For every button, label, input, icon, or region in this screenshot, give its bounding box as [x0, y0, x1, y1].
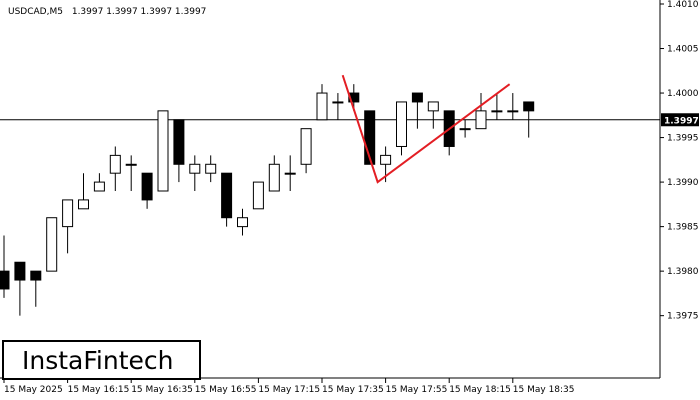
candle: [0, 235, 10, 298]
bull-candle-body: [189, 163, 201, 174]
bull-candle-body: [491, 110, 503, 113]
bull-candle-body: [268, 163, 280, 192]
candle: [14, 261, 26, 316]
price-tick-label: 1.3995: [667, 134, 699, 144]
bull-candle-body: [427, 101, 439, 112]
logo-box: [2, 340, 201, 380]
current-price-tag: 1.3997: [661, 113, 699, 127]
bull-candle-body: [157, 110, 169, 192]
candle: [125, 155, 137, 191]
price-tick-label: 1.3985: [667, 223, 699, 233]
time-tick-label: 15 May 16:55: [195, 385, 257, 395]
bull-candle-body: [78, 199, 89, 210]
bull-candle-body: [125, 163, 137, 166]
time-tick-label: 15 May 16:15: [68, 385, 130, 395]
candle: [157, 110, 169, 192]
candle: [62, 199, 74, 254]
time-tick-label: 15 May 17:15: [258, 385, 320, 395]
bear-candle-body: [523, 101, 535, 112]
candle: [93, 173, 105, 192]
plot-area: [0, 74, 660, 316]
candle: [523, 101, 535, 138]
bull-candle-body: [300, 128, 312, 165]
bull-candle-body: [237, 217, 248, 228]
bear-candle-body: [411, 92, 423, 103]
candle: [507, 93, 519, 120]
bull-candle-body: [380, 154, 392, 165]
candle: [30, 270, 42, 307]
candle: [205, 155, 217, 183]
bull-candle-body: [507, 110, 519, 113]
double-top-pattern-line: [341, 74, 511, 184]
price-axis: 1.4010 1.4005 1.4000 1.3995 1.3990 1.3985 1.39…: [660, 0, 699, 322]
time-tick-label: 15 May 16:35: [131, 385, 193, 395]
bull-candle-body: [62, 199, 74, 228]
ohlc-values: 1.3997 1.3997 1.3997 1.3997: [72, 7, 207, 17]
symbol-timeframe: USDCAD,M5: [8, 7, 63, 17]
time-tick-label: 15 May 17:55: [386, 385, 448, 395]
candle: [396, 101, 407, 156]
price-tick-label: 1.3990: [667, 178, 699, 188]
bull-candle-body: [284, 172, 296, 175]
bull-candle-body: [109, 154, 121, 174]
bear-candle-body: [221, 172, 233, 219]
candle: [316, 84, 328, 121]
time-tick-label: 15 May 17:35: [322, 385, 384, 395]
price-tick-label: 1.4000: [667, 89, 699, 99]
time-tick-label: 15 May 18:15: [449, 385, 511, 395]
bear-candle-body: [364, 110, 376, 165]
logo-text: InstaFintech: [22, 346, 174, 375]
candle: [252, 181, 264, 210]
bear-candle-body: [0, 270, 10, 290]
bull-candle-body: [475, 110, 487, 130]
bull-candle-body: [332, 101, 344, 104]
price-tick-label: 1.4010: [667, 0, 699, 10]
time-tick-label: 15 May 18:35: [513, 385, 575, 395]
bear-candle-body: [141, 172, 153, 201]
candle: [332, 93, 344, 120]
candle: [78, 173, 89, 210]
bull-candle-body: [316, 92, 328, 121]
candle: [427, 101, 439, 129]
watermark-logo: InstaFintech: [2, 340, 201, 380]
bear-candle-body: [30, 270, 42, 281]
candle: [189, 155, 201, 191]
candle: [221, 172, 233, 227]
candle: [173, 119, 185, 183]
price-tick-label: 1.3975: [667, 312, 699, 322]
time-tick-label: 15 May 2025: [4, 385, 63, 395]
candle: [459, 119, 471, 138]
candle: [300, 128, 312, 174]
time-axis: 15 May 2025 15 May 16:15 15 May 16:35 15 Ma…: [3, 378, 575, 395]
candle: [411, 92, 423, 129]
candle: [46, 217, 58, 272]
bull-candle-body: [459, 128, 471, 131]
bull-candle-body: [46, 217, 58, 272]
candle: [237, 208, 248, 236]
candle: [109, 146, 121, 191]
bull-candle-body: [205, 163, 217, 174]
current-price-label: 1.3997: [664, 116, 699, 126]
symbol-header: USDCAD,M5 1.3997 1.3997 1.3997 1.3997: [8, 7, 206, 17]
bear-candle-body: [14, 261, 26, 281]
bull-candle-body: [396, 101, 407, 147]
price-tick-label: 1.3980: [667, 267, 699, 277]
candle: [141, 172, 153, 209]
bull-candle-body: [93, 181, 105, 192]
bear-candle-body: [348, 92, 360, 103]
candle: [268, 155, 280, 192]
bear-candle-body: [173, 119, 185, 165]
price-tag-background: [661, 113, 699, 127]
bull-candle-body: [252, 181, 264, 210]
candle: [475, 93, 487, 130]
candle: [284, 155, 296, 191]
price-tick-label: 1.4005: [667, 45, 699, 55]
candle: [491, 93, 503, 120]
